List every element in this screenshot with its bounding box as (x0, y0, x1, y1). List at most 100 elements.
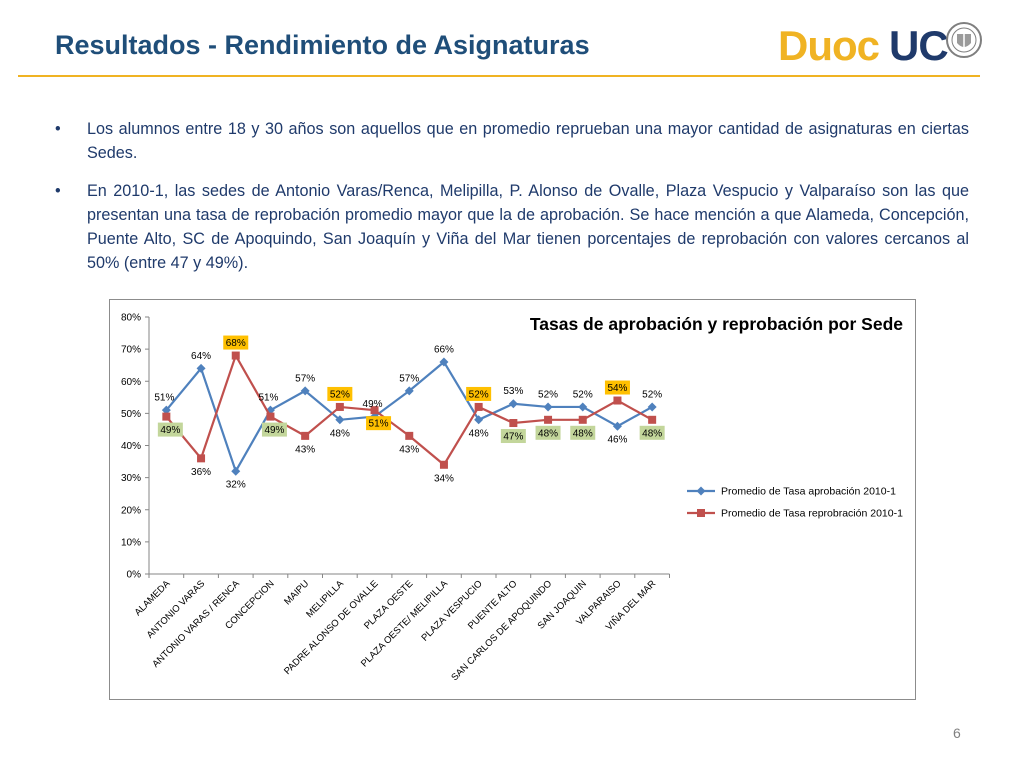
data-label-approval: 49% (363, 399, 383, 410)
data-label-approval: 57% (399, 373, 419, 384)
data-point-approval (508, 399, 518, 409)
data-label-reprobation-box (327, 386, 353, 401)
y-tick-label: 30% (121, 473, 141, 484)
data-label-reprobation: 49% (160, 425, 180, 436)
data-label-approval: 57% (295, 373, 315, 384)
data-label-approval: 48% (469, 428, 489, 439)
data-point-reprobation (613, 396, 622, 405)
data-label-reprobation-box (570, 425, 596, 440)
y-tick-label: 60% (121, 377, 141, 388)
data-point-reprobation (474, 402, 483, 411)
y-tick-label: 10% (121, 537, 141, 548)
data-point-approval (335, 415, 345, 425)
data-label-approval: 64% (191, 351, 211, 362)
data-label-reprobation-box (261, 422, 287, 437)
data-label-reprobation: 54% (607, 383, 627, 394)
data-label-approval: 52% (573, 389, 593, 400)
data-label-reprobation: 68% (226, 338, 246, 349)
data-point-approval (404, 386, 414, 396)
line-chart: 0%10%20%30%40%50%60%70%80%ALAMEDAANTONIO… (121, 313, 903, 684)
data-label-reprobation: 52% (330, 389, 350, 400)
chart-container: 0% 10% 20% 30% 40% 50% 60% 70% 80% ALAMEDA ANTONIO… (109, 299, 916, 700)
data-label-reprobation-box (366, 416, 392, 431)
x-tick-label: MAIPU (282, 578, 311, 607)
data-label-reprobation-box (535, 425, 561, 440)
data-point-reprobation (266, 412, 275, 421)
page-number: 6 (953, 725, 961, 741)
duoc-uc-logo: Duoc UC (778, 22, 982, 69)
data-label-reprobation: 43% (399, 444, 419, 455)
data-point-reprobation (231, 351, 240, 360)
data-label-reprobation: 48% (538, 428, 558, 439)
data-label-reprobation: 47% (503, 432, 523, 443)
data-point-approval (578, 402, 588, 412)
data-point-reprobation (197, 454, 206, 463)
bullet-item: • Los alumnos entre 18 y 30 años son aqu… (55, 117, 969, 165)
y-tick-label: 40% (121, 441, 141, 452)
data-point-reprobation (162, 412, 171, 421)
data-point-approval (300, 386, 310, 396)
logo-duoc-text: Duoc (778, 22, 880, 69)
bullet-dot: • (55, 120, 61, 138)
legend-marker-2 (697, 509, 705, 517)
data-point-approval (647, 402, 657, 412)
bullet-item: • En 2010-1, las sedes de Antonio Varas/… (55, 179, 969, 275)
data-label-approval: 46% (607, 435, 627, 446)
data-point-reprobation (301, 431, 310, 440)
data-point-reprobation (509, 419, 518, 428)
data-label-reprobation: 52% (469, 389, 489, 400)
data-label-approval: 48% (330, 428, 350, 439)
data-label-reprobation-box (466, 386, 492, 401)
data-label-reprobation: 36% (191, 467, 211, 478)
data-point-reprobation (544, 415, 553, 424)
data-point-approval (474, 415, 484, 425)
page-title: Resultados - Rendimiento de Asignaturas (55, 30, 590, 60)
y-tick-label: 80% (121, 313, 141, 324)
data-label-approval: 51% (154, 393, 174, 404)
data-point-approval (231, 466, 241, 476)
data-point-reprobation (439, 460, 448, 469)
bullet-text: Los alumnos entre 18 y 30 años son aquel… (87, 120, 969, 162)
data-label-reprobation: 48% (573, 428, 593, 439)
y-tick-label: 0% (127, 570, 142, 581)
data-point-reprobation (578, 415, 587, 424)
data-label-approval: 52% (642, 389, 662, 400)
data-label-approval: 32% (226, 480, 246, 491)
data-label-reprobation-box (223, 335, 249, 350)
data-label-reprobation-box (157, 422, 183, 437)
data-point-reprobation (405, 431, 414, 440)
data-label-approval: 51% (258, 393, 278, 404)
data-label-reprobation-box (639, 425, 665, 440)
data-point-reprobation (370, 406, 379, 415)
logo-uc-text: UC (889, 22, 948, 69)
legend-marker-1 (696, 486, 706, 496)
bullet-dot: • (55, 182, 61, 200)
data-label-approval: 53% (503, 386, 523, 397)
data-label-approval: 52% (538, 389, 558, 400)
data-point-approval (612, 421, 622, 431)
data-label-reprobation: 34% (434, 473, 454, 484)
y-tick-label: 70% (121, 345, 141, 356)
data-label-reprobation: 43% (295, 444, 315, 455)
title-underline (18, 75, 980, 77)
data-point-reprobation (648, 415, 657, 424)
data-label-reprobation: 51% (369, 419, 389, 430)
data-point-approval (543, 402, 553, 412)
data-point-approval (161, 405, 171, 415)
bullet-list: • Los alumnos entre 18 y 30 años son aqu… (55, 117, 969, 289)
crest-icon (946, 22, 982, 58)
y-tick-label: 20% (121, 505, 141, 516)
data-point-approval (196, 363, 206, 373)
data-label-reprobation: 49% (264, 425, 284, 436)
data-label-approval: 66% (434, 344, 454, 355)
chart-title: Tasas de aprobación y reprobación por Se… (529, 314, 903, 334)
x-tick-label: PLAZA VESPUCIO (419, 578, 484, 643)
data-label-reprobation-box (500, 429, 526, 444)
data-point-approval (439, 357, 449, 367)
legend-label-1: Promedio de Tasa aprobación 2010-1 (721, 486, 896, 498)
data-label-reprobation-box (604, 380, 630, 395)
y-tick-label: 50% (121, 409, 141, 420)
bullet-text: En 2010-1, las sedes de Antonio Varas/Re… (87, 182, 969, 272)
legend-label-2: Promedio de Tasa reprobración 2010-1 (721, 508, 903, 520)
data-point-reprobation (335, 402, 344, 411)
